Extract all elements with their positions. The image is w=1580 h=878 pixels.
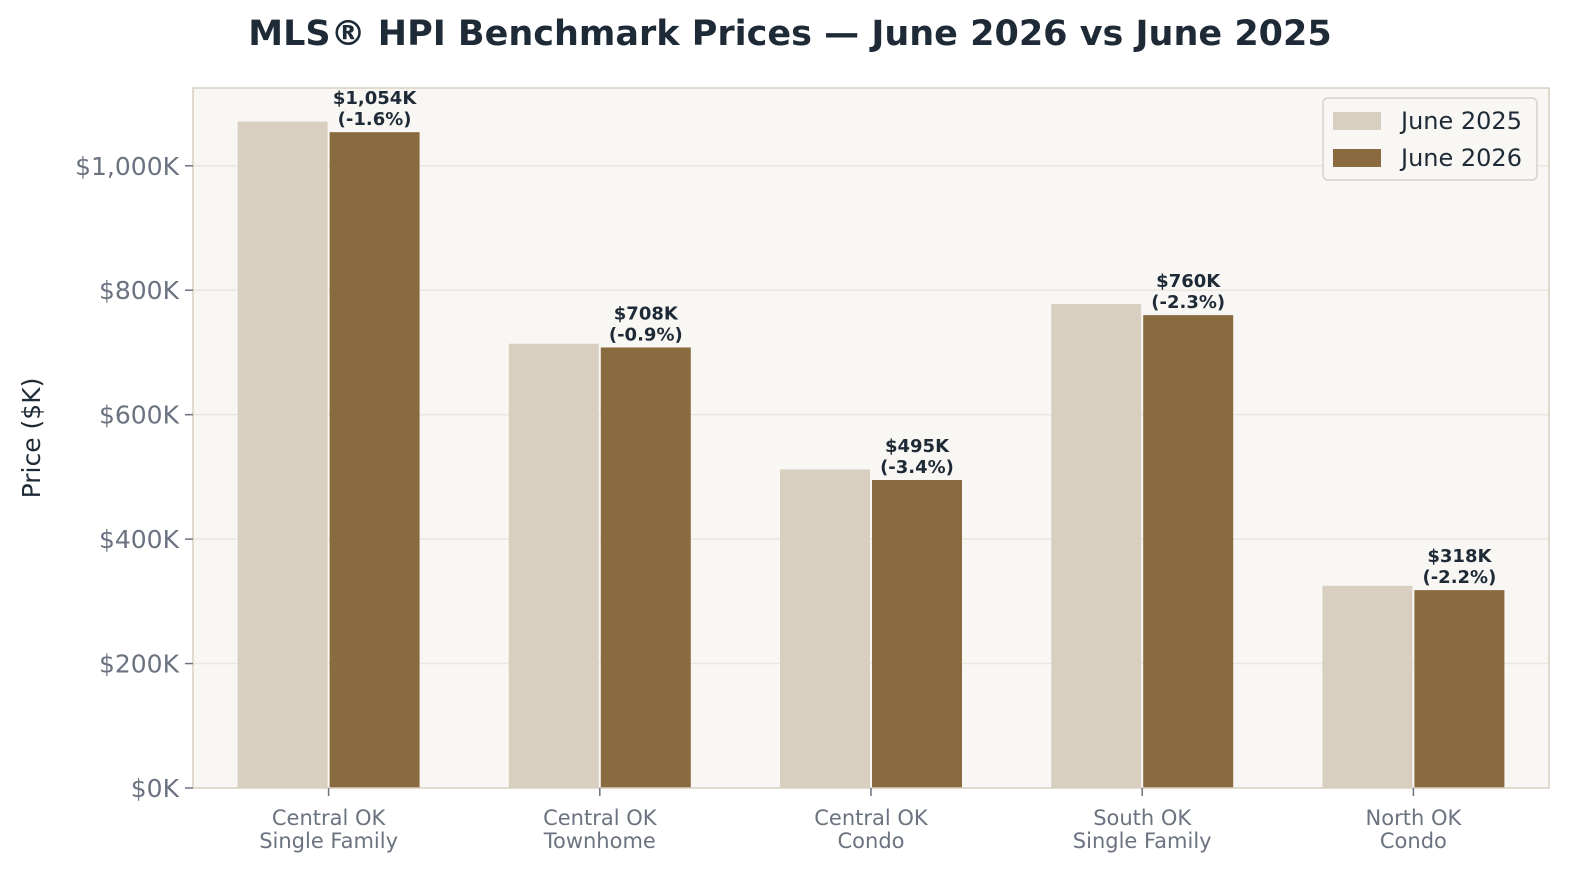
data-label-change: (-1.6%) bbox=[338, 109, 412, 130]
bar-june-2025 bbox=[1051, 303, 1142, 788]
category-label: Townhome bbox=[543, 829, 656, 853]
category-label: North OK bbox=[1366, 806, 1463, 830]
y-tick-label: $400K bbox=[99, 525, 180, 554]
legend-label: June 2025 bbox=[1399, 107, 1522, 135]
chart-title: MLS® HPI Benchmark Prices — June 2026 vs… bbox=[248, 14, 1332, 54]
category-label: Single Family bbox=[1073, 829, 1212, 853]
bar-june-2026 bbox=[329, 132, 420, 788]
legend-swatch bbox=[1333, 149, 1381, 167]
y-tick-label: $800K bbox=[99, 276, 180, 305]
bar-june-2026 bbox=[1414, 590, 1505, 788]
category-label: Single Family bbox=[259, 829, 398, 853]
y-axis-title: Price ($K) bbox=[17, 378, 46, 499]
legend: June 2025 June 2026 bbox=[1322, 97, 1538, 181]
category-label: South OK bbox=[1093, 806, 1192, 830]
bar-june-2025 bbox=[1322, 585, 1413, 788]
bar-june-2025 bbox=[780, 469, 870, 788]
bar-june-2026 bbox=[1143, 315, 1234, 788]
data-label-change: (-0.9%) bbox=[609, 324, 683, 345]
bar-june-2026 bbox=[872, 480, 962, 788]
category-label: Central OK bbox=[272, 806, 387, 830]
y-tick-label: $0K bbox=[131, 774, 180, 803]
data-label-change: (-2.2%) bbox=[1422, 567, 1496, 588]
category-label: Condo bbox=[1380, 829, 1447, 853]
data-label-value: $1,054K bbox=[333, 88, 417, 109]
bar-june-2025 bbox=[237, 121, 328, 789]
data-label-value: $760K bbox=[1156, 271, 1221, 292]
bar-june-2025 bbox=[508, 343, 599, 788]
data-label-change: (-3.4%) bbox=[880, 457, 954, 478]
data-label-value: $708K bbox=[614, 303, 679, 324]
category-label: Central OK bbox=[814, 806, 929, 830]
data-labels: $1,054K(-1.6%) $708K(-0.9%) $495K(-3.4%) $7… bbox=[333, 88, 1496, 588]
legend-label: June 2026 bbox=[1399, 144, 1522, 172]
data-label-value: $495K bbox=[885, 436, 950, 457]
y-tick-label: $600K bbox=[99, 401, 180, 430]
legend-swatch bbox=[1333, 112, 1381, 130]
data-label-value: $318K bbox=[1427, 546, 1492, 567]
data-label-change: (-2.3%) bbox=[1151, 292, 1225, 313]
category-label: Condo bbox=[838, 829, 905, 853]
y-tick-label: $1,000K bbox=[75, 152, 179, 181]
category-label: Central OK bbox=[543, 806, 658, 830]
bar-june-2026 bbox=[600, 347, 691, 788]
y-tick-label: $200K bbox=[99, 650, 180, 679]
bars bbox=[237, 121, 1505, 789]
y-axis: $0K $200K $400K $600K $800K $1,000K bbox=[75, 152, 193, 803]
